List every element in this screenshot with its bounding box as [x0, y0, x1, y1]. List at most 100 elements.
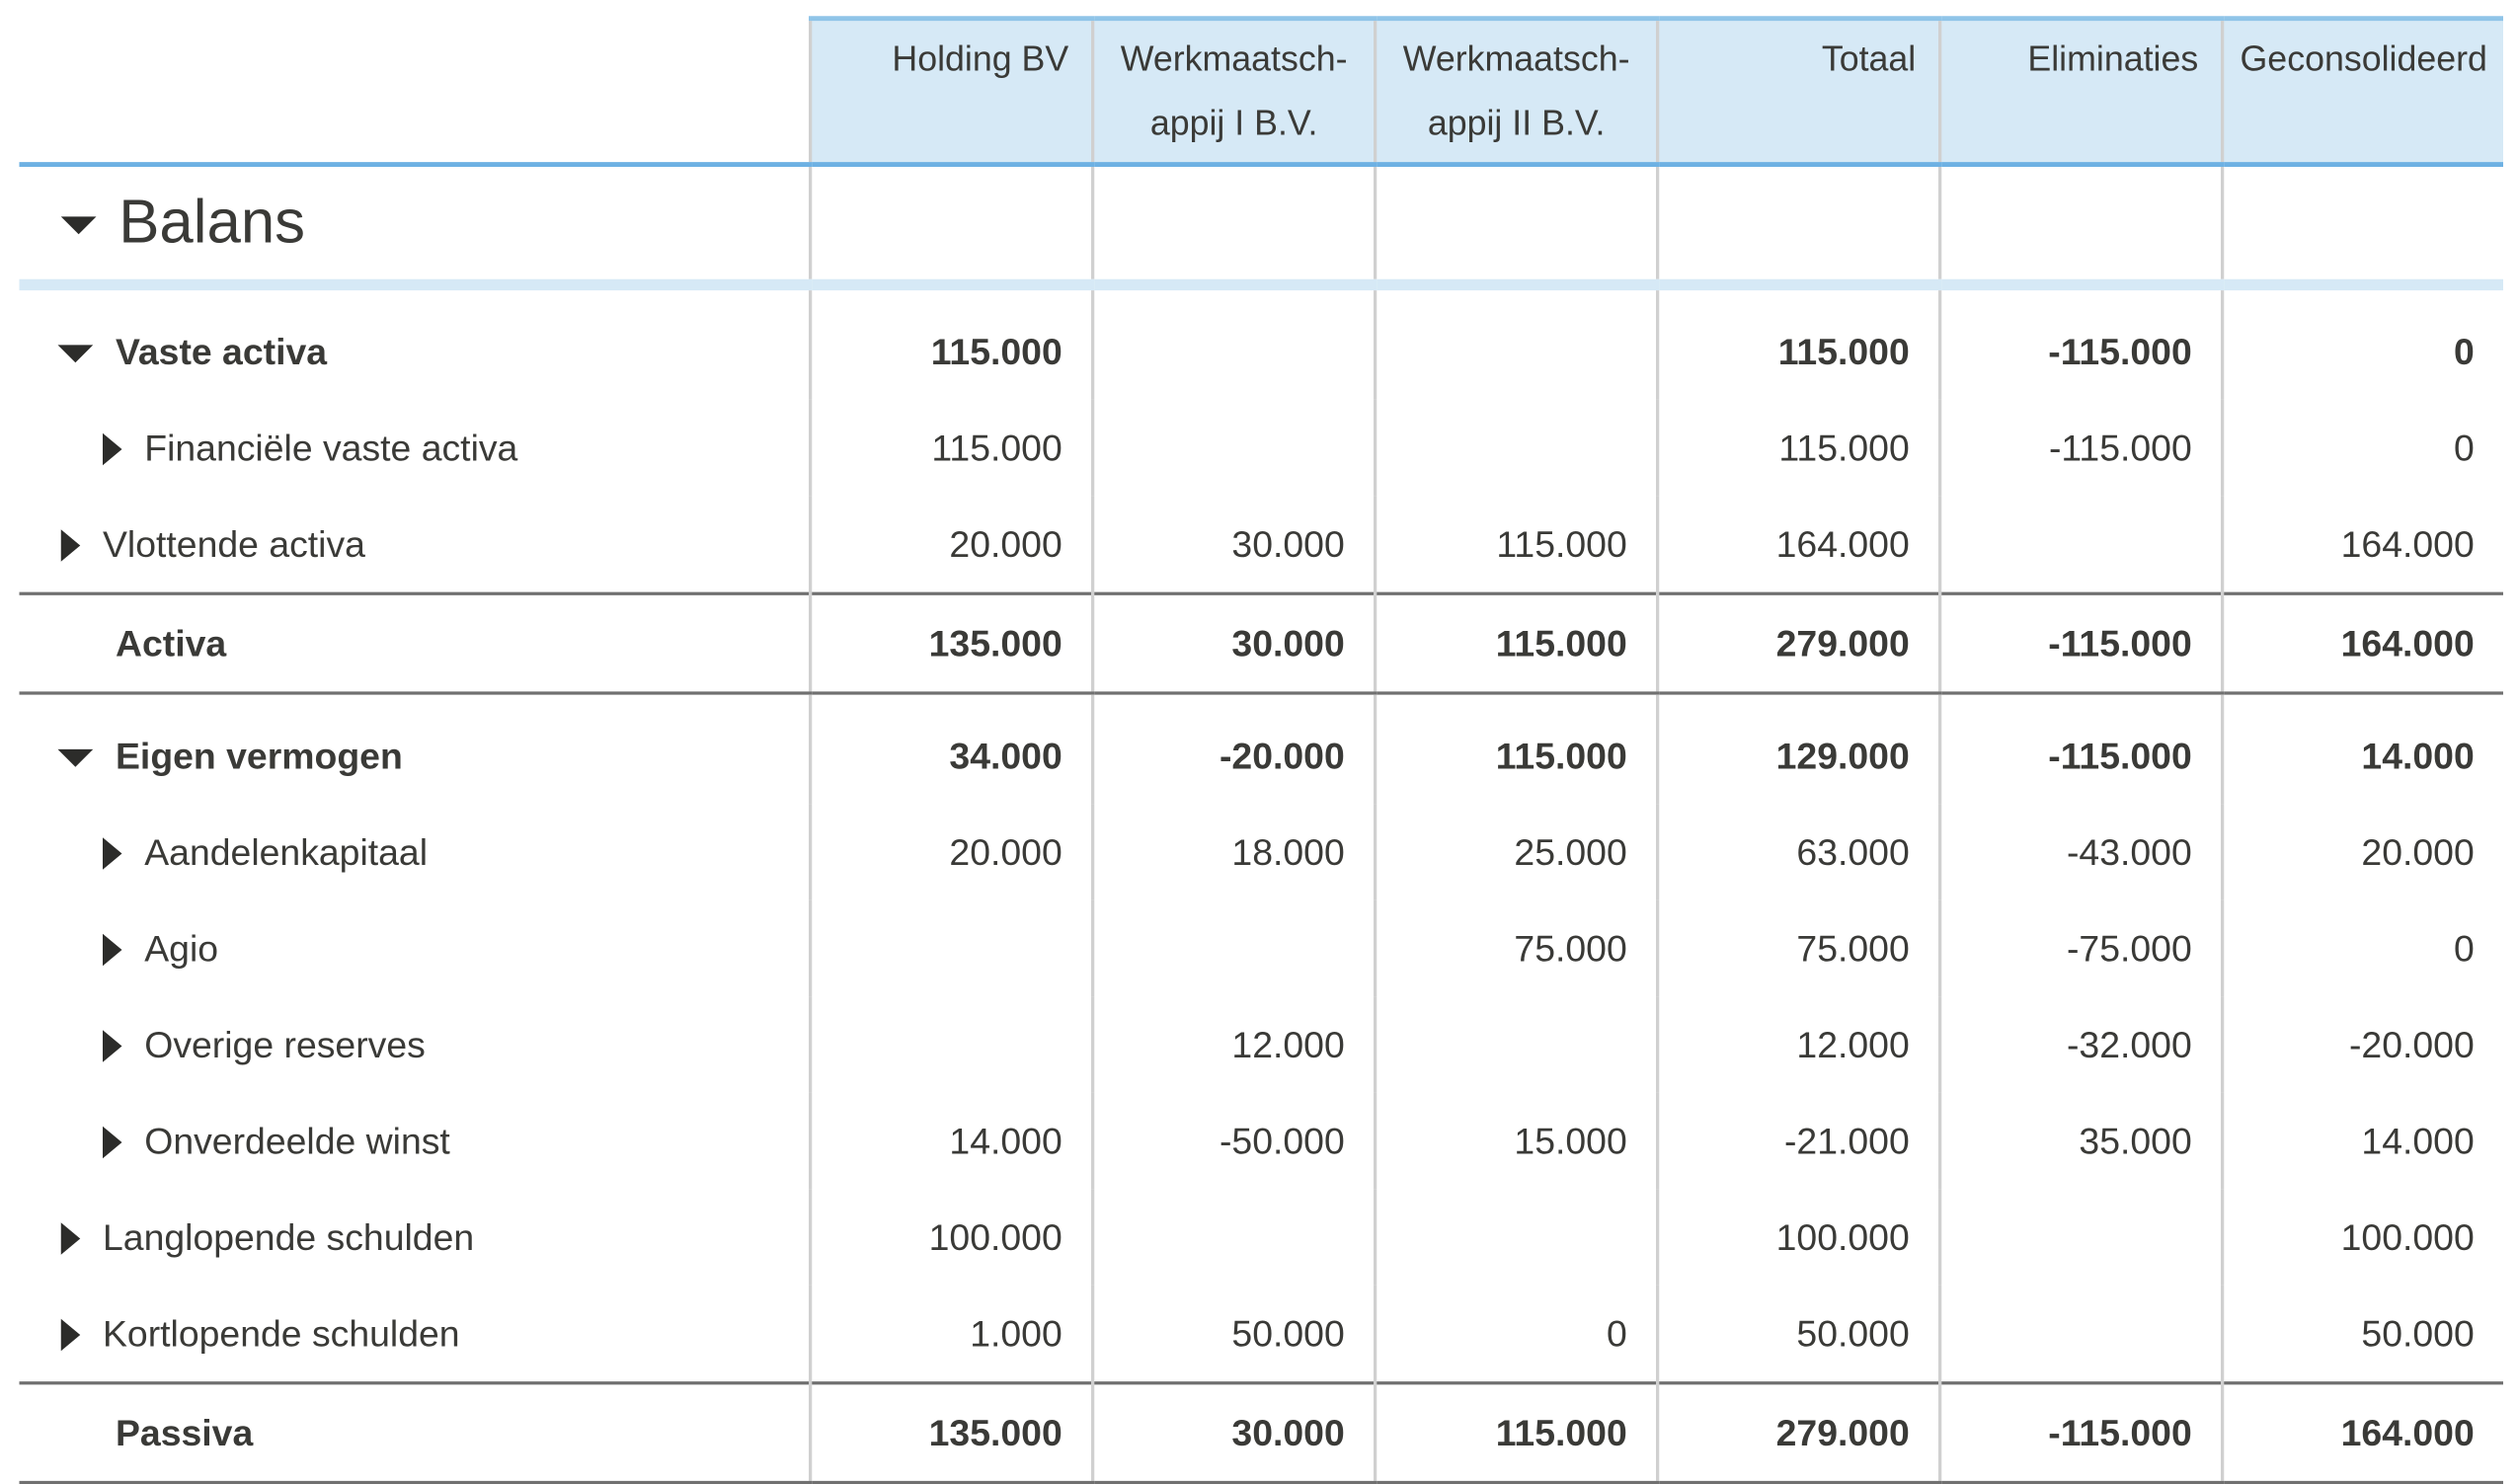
row-label[interactable]: Langlopende schulden	[20, 1189, 811, 1286]
cell-value: 115.000	[1374, 693, 1658, 805]
cell-value: -115.000	[1938, 284, 2223, 400]
row-label[interactable]: Vaste activa	[20, 284, 811, 399]
cell-value: 30.000	[1091, 496, 1376, 594]
cell-value: 50.000	[2221, 1285, 2503, 1383]
cell-value: 279.000	[1656, 1381, 1940, 1484]
cell-value: 279.000	[1656, 591, 1940, 695]
column-header-geconsolideerd[interactable]: Geconsolideerd	[2221, 16, 2503, 167]
caret-right-icon[interactable]	[103, 433, 122, 466]
cell-value	[1374, 1189, 1658, 1286]
row-label[interactable]: Aandelenkapitaal	[20, 804, 811, 900]
header-blank	[19, 18, 811, 167]
cell-value	[1374, 284, 1658, 400]
row-label-text: Kortlopende schulden	[103, 1311, 460, 1354]
caret-right-icon[interactable]	[60, 1319, 81, 1352]
column-header-totaal[interactable]: Totaal	[1656, 16, 1940, 167]
cell-value: -75.000	[1938, 899, 2223, 997]
total-row-passiva: Passiva 135.000 30.000 115.000 279.000 -…	[19, 1381, 2503, 1484]
cell-value	[1938, 1189, 2223, 1286]
caret-down-icon[interactable]	[60, 216, 97, 235]
table-row[interactable]: Onverdeelde winst 14.000 -50.000 15.000 …	[20, 1092, 2503, 1190]
cell-value	[1938, 496, 2223, 594]
section-row-balans[interactable]: Balans	[19, 164, 2503, 291]
caret-right-icon[interactable]	[103, 934, 122, 967]
column-header-holding[interactable]: Holding BV	[809, 16, 1093, 167]
caret-right-icon[interactable]	[60, 1222, 81, 1256]
cell-value: 12.000	[1091, 996, 1376, 1093]
table-row[interactable]: Vaste activa 115.000 115.000 -115.000 0	[20, 284, 2503, 400]
cell-value: 115.000	[1374, 496, 1658, 594]
cell-value: 1.000	[809, 1285, 1093, 1383]
cell-value: 20.000	[809, 804, 1093, 900]
cell-value: 20.000	[2221, 804, 2503, 900]
cell-value: 115.000	[1374, 1381, 1658, 1484]
row-label-text: Agio	[144, 926, 219, 969]
header-row: Holding BV Werkmaatsch-appij I B.V. Werk…	[19, 16, 2503, 167]
cell-value: 50.000	[1091, 1285, 1376, 1383]
row-label[interactable]: Overige reserves	[20, 996, 811, 1093]
cell-value: -115.000	[1938, 591, 2223, 695]
table-row[interactable]: Langlopende schulden 100.000 100.000 100…	[20, 1189, 2503, 1286]
table-row[interactable]: Eigen vermogen 34.000 -20.000 115.000 12…	[20, 693, 2503, 805]
cell-value: 15.000	[1374, 1092, 1658, 1190]
cell-value: 135.000	[809, 591, 1093, 695]
cell	[809, 164, 1093, 291]
row-label[interactable]: Financiële vaste activa	[20, 400, 811, 497]
cell-value: 14.000	[809, 1092, 1093, 1190]
cell-value: 0	[1374, 1285, 1658, 1383]
cell-value: 115.000	[809, 399, 1093, 497]
table-row[interactable]: Vlottende activa 20.000 30.000 115.000 1…	[20, 496, 2503, 594]
cell-value: 75.000	[1374, 899, 1658, 997]
row-label[interactable]: Vlottende activa	[20, 496, 811, 593]
row-label-text: Passiva	[19, 1381, 811, 1484]
cell-value: 14.000	[2221, 693, 2503, 805]
cell-value: 135.000	[809, 1381, 1093, 1484]
row-label[interactable]: Eigen vermogen	[20, 693, 811, 804]
row-label[interactable]: Agio	[20, 900, 811, 997]
row-label-text: Eigen vermogen	[116, 734, 403, 776]
cell-value: 115.000	[809, 284, 1093, 400]
table-row[interactable]: Overige reserves 12.000 12.000 -32.000 -…	[20, 996, 2503, 1093]
cell-value: -20.000	[1091, 693, 1376, 805]
cell-value: 0	[2221, 284, 2503, 400]
column-header-eliminaties[interactable]: Eliminaties	[1938, 16, 2223, 167]
row-label-text: Langlopende schulden	[103, 1214, 475, 1258]
cell-value: 34.000	[809, 693, 1093, 805]
cell-value	[809, 899, 1093, 997]
row-label[interactable]: Kortlopende schulden	[20, 1286, 811, 1383]
cell-value: -21.000	[1656, 1092, 1940, 1190]
row-label[interactable]: Onverdeelde winst	[20, 1093, 811, 1190]
cell	[1091, 164, 1376, 291]
caret-down-icon[interactable]	[57, 748, 94, 767]
cell	[1938, 164, 2223, 291]
cell-value: 63.000	[1656, 804, 1940, 900]
cell-value: -50.000	[1091, 1092, 1376, 1190]
cell-value: 30.000	[1091, 1381, 1376, 1484]
cell-value: 0	[2221, 899, 2503, 997]
section-label[interactable]: Balans	[19, 164, 811, 291]
column-header-werkmaatschappij-1[interactable]: Werkmaatsch-appij I B.V.	[1091, 16, 1376, 167]
table-row[interactable]: Kortlopende schulden 1.000 50.000 0 50.0…	[20, 1285, 2503, 1383]
caret-right-icon[interactable]	[103, 1030, 122, 1063]
caret-right-icon[interactable]	[103, 1127, 122, 1159]
table-row[interactable]: Financiële vaste activa 115.000 115.000 …	[20, 399, 2503, 497]
row-label-text: Activa	[19, 591, 811, 695]
total-row-activa: Activa 135.000 30.000 115.000 279.000 -1…	[19, 591, 2503, 695]
cell-value: 30.000	[1091, 591, 1376, 695]
cell-value: 164.000	[2221, 496, 2503, 594]
cell-value: 50.000	[1656, 1285, 1940, 1383]
consolidation-table: Holding BV Werkmaatsch-appij I B.V. Werk…	[19, 16, 2503, 1484]
row-label-text: Onverdeelde winst	[144, 1119, 450, 1161]
caret-down-icon[interactable]	[57, 345, 94, 363]
cell-value: -115.000	[1938, 693, 2223, 805]
table-row[interactable]: Aandelenkapitaal 20.000 18.000 25.000 63…	[20, 804, 2503, 900]
caret-right-icon[interactable]	[103, 837, 122, 871]
cell-value: 100.000	[1656, 1189, 1940, 1286]
cell-value: 100.000	[2221, 1189, 2503, 1286]
caret-right-icon[interactable]	[60, 529, 81, 563]
row-label-text: Vaste activa	[116, 329, 328, 372]
column-header-werkmaatschappij-2[interactable]: Werkmaatsch-appij II B.V.	[1374, 16, 1658, 167]
row-label-text: Aandelenkapitaal	[144, 829, 429, 873]
table-row[interactable]: Agio 75.000 75.000 -75.000 0	[20, 899, 2503, 997]
